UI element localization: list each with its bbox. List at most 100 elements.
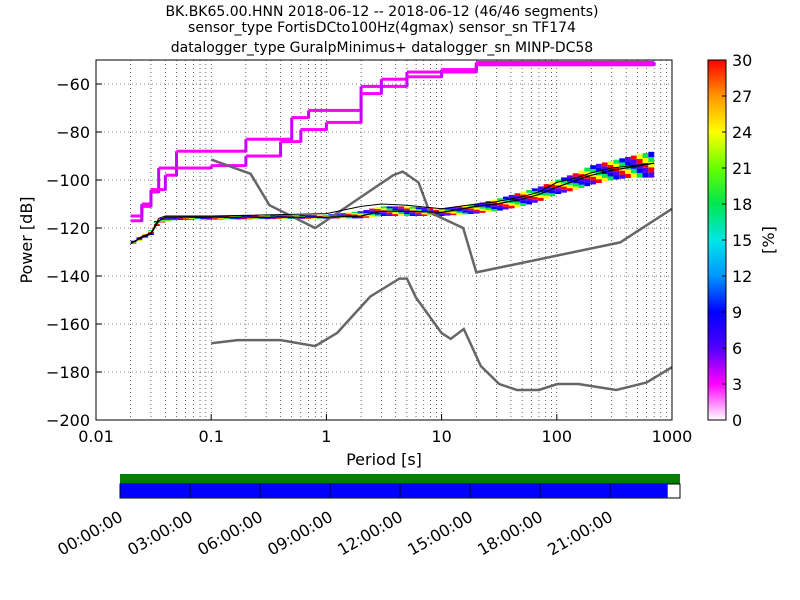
heatmap-cell [462,210,469,213]
heatmap-cell [607,172,614,177]
heatmap-cell [386,212,393,215]
heatmap-cell [450,211,457,214]
heatmap-cell [438,210,445,212]
heatmap-cell [217,218,224,220]
x-tick-label: 1000 [652,427,693,446]
heatmap-cell [252,217,259,219]
heatmap-cell [171,217,178,219]
heatmap-cell [497,208,503,211]
heatmap-cell [468,204,474,207]
heatmap-cell [369,213,375,216]
colorbar-tick-label: 0 [732,411,742,430]
heatmap-cell [630,160,637,165]
heatmap-cell [438,213,445,215]
y-tick-label: −100 [46,171,90,190]
heatmap-cell [386,208,393,211]
outlier-trace [440,72,444,78]
heatmap-cell [595,167,602,172]
heatmap-cell [322,214,329,216]
heatmap-cell [380,206,387,209]
heatmap-cell [212,217,218,219]
heatmap-cell [444,214,451,216]
heatmap-cell [252,215,259,217]
heatmap-cell [270,215,277,217]
heatmap-cell [241,218,248,220]
heatmap-cell [497,200,503,204]
heatmap-cell [648,151,655,157]
heatmap-cell [642,167,649,173]
outlier-trace [405,76,409,81]
heatmap-cell [363,216,370,218]
heatmap-cell [165,218,172,220]
heatmap-cell [188,218,195,220]
heatmap-cell [404,212,410,215]
heatmap-cell [305,214,311,216]
heatmap-cell [491,209,498,212]
y-tick-label: −140 [46,267,90,286]
heatmap-cell [630,168,637,174]
heatmap-cell [619,162,626,167]
timeline-tick-label: 15:00:00 [404,507,476,559]
heatmap-cell [392,208,399,211]
heatmap-cell [310,217,317,219]
heatmap-cell [351,214,358,216]
outlier-trace [359,93,363,124]
heatmap-cell [619,158,626,163]
heatmap-cell [276,215,282,217]
x-tick-label: 10 [431,427,451,446]
timeline-tick-label: 03:00:00 [124,507,196,559]
timeline-tick-label: 09:00:00 [264,507,336,559]
heatmap-cell [235,218,242,220]
heatmap-cell [456,209,463,212]
heatmap-cell [491,199,498,203]
heatmap-cell [351,213,358,215]
heatmap-cell [607,176,614,181]
timeline: 00:00:0003:00:0006:00:0009:00:0012:00:00… [54,474,681,559]
outlier-trace [379,79,383,95]
heatmap-cell [462,212,469,215]
heatmap-cell [130,242,137,244]
heatmap-cell [270,215,277,217]
heatmap-cell [345,217,352,219]
heatmap-cell [299,214,306,216]
heatmap-cell [421,212,428,215]
heatmap-cell [537,195,544,198]
plot-area: 0.01 0.1 1 10 100 1000 −200 −180 −160 −140 −120 −10… [46,59,693,446]
timeline-data-bar [120,484,668,498]
heatmap-cell [386,214,393,216]
heatmap-cell [566,181,573,185]
heatmap-cell [369,215,375,218]
heatmap-cell [468,212,474,214]
heatmap-cell [293,215,300,217]
outlier-trace [299,129,303,143]
heatmap-cell [613,159,620,164]
heatmap-cell [601,177,608,182]
heatmap-cell [276,215,282,217]
heatmap-cell [177,218,184,220]
heatmap-cell [223,218,230,220]
heatmap-cell [526,201,533,205]
heatmap-cell [194,218,201,220]
heatmap-cell [502,201,509,205]
heatmap-cell [363,209,370,212]
heatmap-cell [369,210,375,212]
heatmap-cell [217,217,224,219]
heatmap-cell [357,216,364,219]
heatmap-cell [566,188,573,192]
heatmap-cell [252,216,259,218]
heatmap-cell [456,213,463,215]
outlier-trace [158,166,177,170]
heatmap-cell [148,231,154,233]
heatmap-cell [549,193,556,197]
heatmap-cell [549,190,556,194]
heatmap-cell [398,206,405,209]
heatmap-cell [159,219,166,221]
outlier-trace [244,156,248,167]
heatmap-cell [380,208,387,211]
heatmap-cell [258,218,265,220]
heatmap-cell [153,224,160,226]
outlier-trace [150,188,166,192]
heatmap-cell [561,180,567,184]
heatmap-cell [200,217,207,219]
heatmap-cell [619,174,626,179]
